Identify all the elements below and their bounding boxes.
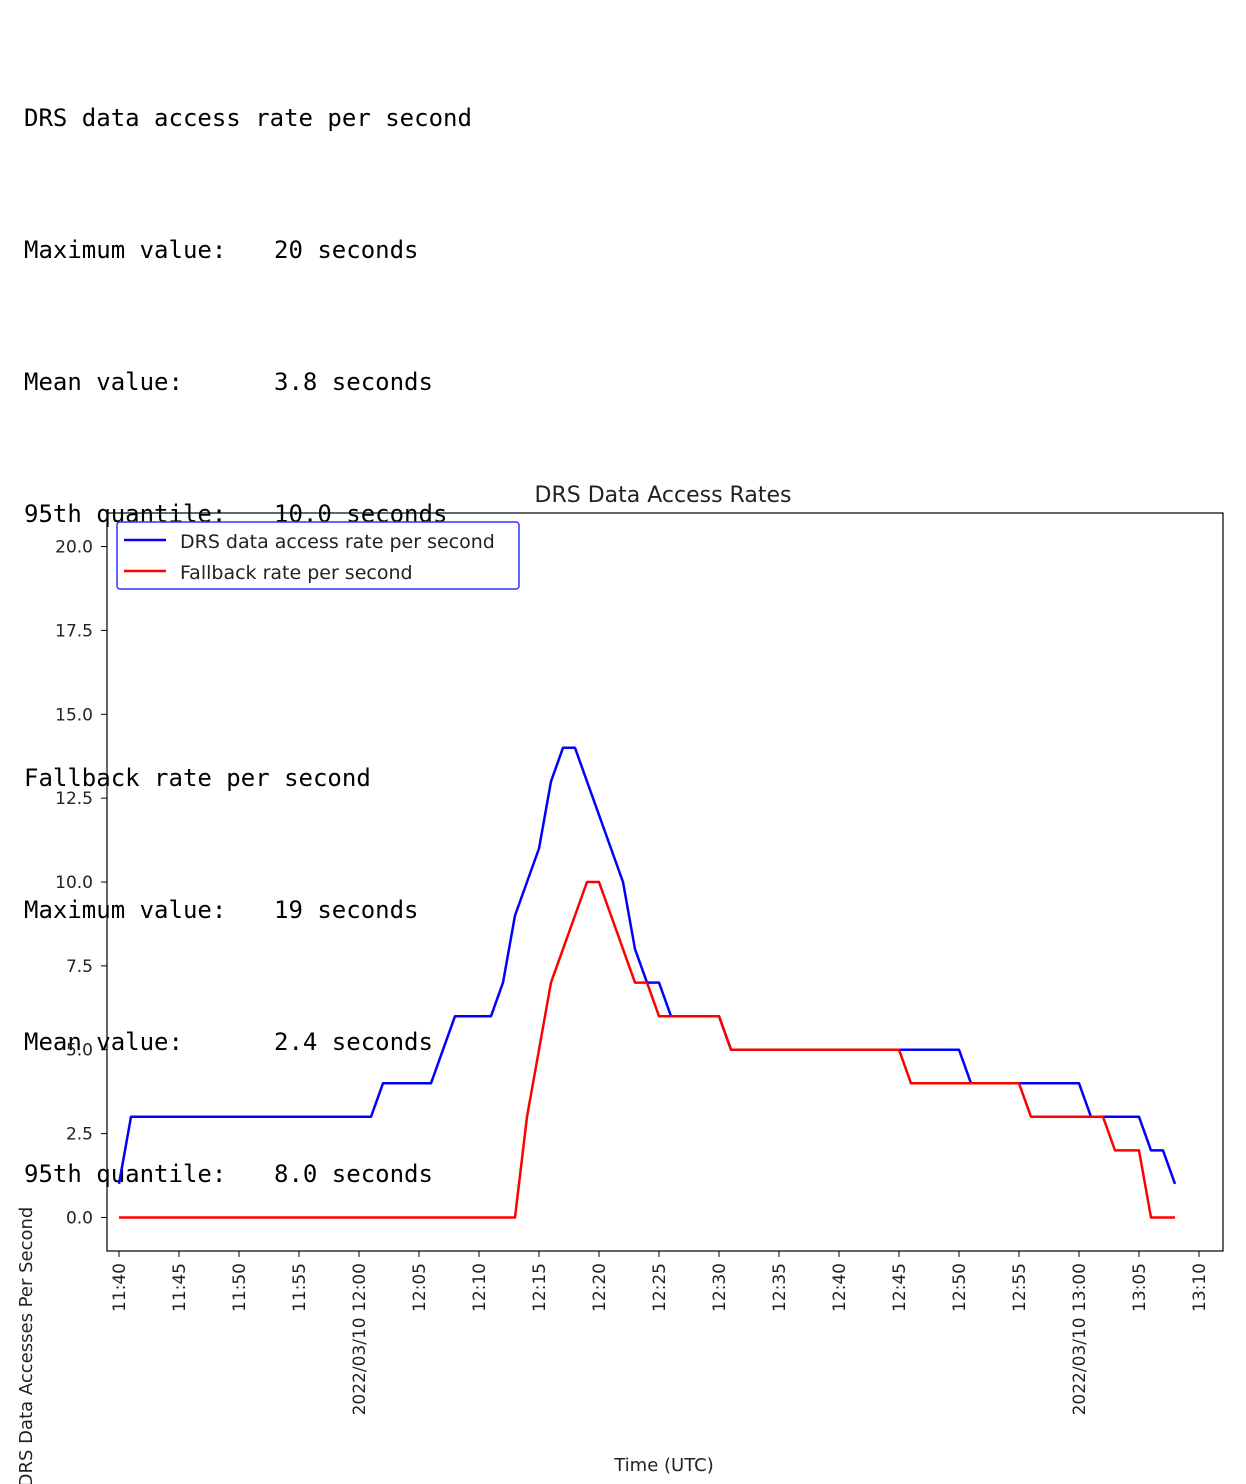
- y-tick-label: 15.0: [55, 705, 93, 725]
- stats-label: Maximum value:: [24, 236, 227, 264]
- stats-row: Maximum value: 20 seconds: [24, 228, 472, 272]
- stats-label: Mean value:: [24, 1028, 183, 1056]
- stats-label: Mean value:: [24, 368, 183, 396]
- y-tick-label: 12.5: [55, 789, 93, 809]
- legend-box: [116, 521, 520, 590]
- stats-value: 3.8 seconds: [274, 368, 433, 396]
- y-axis-label: DRS Data Accesses Per Second: [16, 1207, 37, 1484]
- x-tick-label: 13:10: [1190, 1263, 1210, 1312]
- plot-frame: [106, 512, 1224, 1252]
- x-tick-label: 11:40: [110, 1263, 130, 1312]
- y-tick-label: 5.0: [66, 1041, 93, 1061]
- x-tick-label: 12:15: [530, 1263, 550, 1312]
- stats-label: Maximum value:: [24, 896, 227, 924]
- stats-value: 20 seconds: [274, 236, 419, 264]
- stats-title: Fallback rate per second: [24, 764, 371, 792]
- x-tick-label: 2022/03/10 12:00: [350, 1263, 370, 1415]
- x-axis: 11:40 11:45 11:50 11:55 2022/03/10 12:00 12:0…: [110, 1251, 1210, 1415]
- stats-value: 2.4 seconds: [274, 1028, 433, 1056]
- x-tick-label: 2022/03/10 13:00: [1070, 1263, 1090, 1415]
- y-axis: 0.0 2.5 5.0 7.5 10.0 12.5 15.0 17.5 20.0: [55, 538, 107, 1228]
- series-layer: [117, 746, 1177, 1219]
- x-tick-label: 11:50: [230, 1263, 250, 1312]
- stats-value: 19 seconds: [274, 896, 419, 924]
- x-tick-label: 12:20: [590, 1263, 610, 1312]
- line-chart: DRS Data Access Rates DRS Data Accesses …: [16, 483, 1224, 1484]
- series-line-drs-access: [117, 746, 1177, 1185]
- series-line-fallback: [119, 880, 1175, 1219]
- chart-title: DRS Data Access Rates: [535, 483, 792, 508]
- x-tick-label: 12:35: [770, 1263, 790, 1312]
- x-tick-label: 12:30: [710, 1263, 730, 1312]
- x-tick-label: 13:05: [1130, 1263, 1150, 1312]
- y-tick-label: 2.5: [66, 1125, 93, 1145]
- y-tick-label: 20.0: [55, 538, 93, 558]
- x-tick-label: 11:45: [170, 1263, 190, 1312]
- stats-row: 95th quantile: 8.0 seconds: [24, 1152, 472, 1196]
- y-tick-label: 0.0: [66, 1208, 93, 1228]
- x-tick-label: 12:10: [470, 1263, 490, 1312]
- stats-row: Mean value: 3.8 seconds: [24, 360, 472, 404]
- legend: DRS data access rate per second Fallback…: [116, 521, 520, 590]
- y-tick-label: 10.0: [55, 873, 93, 893]
- stats-row: Maximum value: 19 seconds: [24, 888, 472, 932]
- stats-label: 95th quantile:: [24, 1160, 227, 1188]
- x-tick-label: 11:55: [290, 1263, 310, 1312]
- x-tick-label: 12:05: [410, 1263, 430, 1312]
- x-tick-label: 12:45: [890, 1263, 910, 1312]
- x-tick-label: 12:25: [650, 1263, 670, 1312]
- legend-label-drs: DRS data access rate per second: [180, 531, 495, 553]
- legend-label-fallback: Fallback rate per second: [180, 562, 413, 584]
- stats-row: Mean value: 2.4 seconds: [24, 1020, 472, 1064]
- stats-title: DRS data access rate per second: [24, 104, 472, 132]
- y-tick-label: 7.5: [66, 957, 93, 977]
- stats-value: 8.0 seconds: [274, 1160, 433, 1188]
- x-tick-label: 12:50: [950, 1263, 970, 1312]
- x-tick-label: 12:40: [830, 1263, 850, 1312]
- x-tick-label: 12:55: [1010, 1263, 1030, 1312]
- x-axis-label: Time (UTC): [613, 1455, 714, 1476]
- y-tick-label: 17.5: [55, 621, 93, 641]
